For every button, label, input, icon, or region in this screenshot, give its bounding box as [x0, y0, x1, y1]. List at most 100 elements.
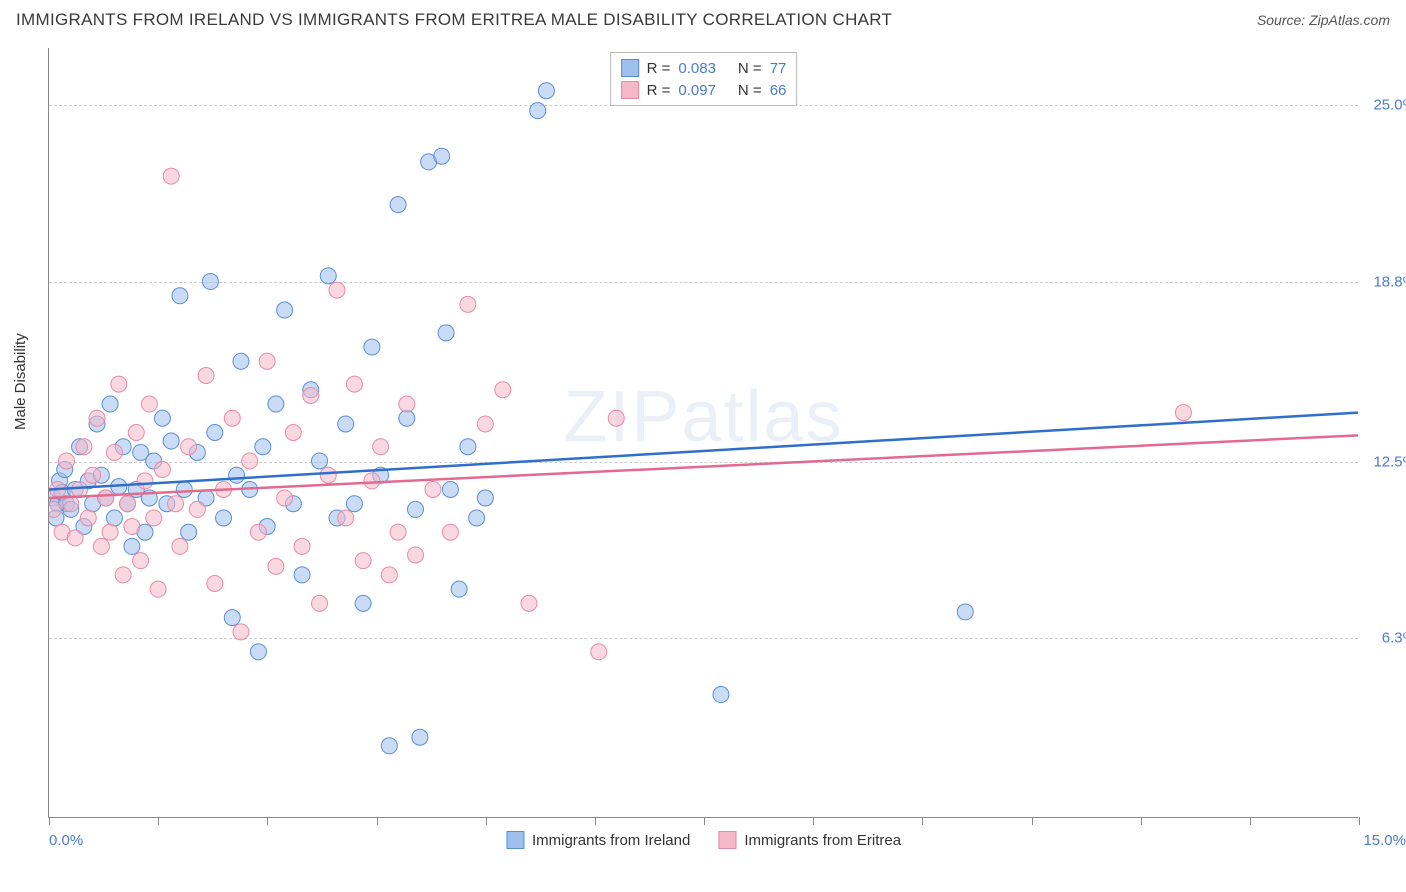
scatter-point [495, 382, 511, 398]
scatter-point [320, 268, 336, 284]
scatter-point [124, 538, 140, 554]
scatter-point [451, 581, 467, 597]
scatter-point [355, 595, 371, 611]
scatter-point [259, 353, 275, 369]
scatter-point [229, 467, 245, 483]
scatter-point [530, 103, 546, 119]
scatter-point [80, 510, 96, 526]
x-tick [267, 817, 268, 825]
scatter-point [346, 496, 362, 512]
scatter-point [106, 444, 122, 460]
scatter-point [98, 490, 114, 506]
scatter-point [224, 610, 240, 626]
x-tick [158, 817, 159, 825]
legend-item: Immigrants from Ireland [506, 831, 690, 849]
r-label: R = [647, 60, 671, 77]
r-label: R = [647, 82, 671, 99]
scatter-point [390, 197, 406, 213]
scatter-point [207, 425, 223, 441]
trend-line [49, 413, 1358, 490]
scatter-point [242, 453, 258, 469]
scatter-point [168, 496, 184, 512]
scatter-point [67, 530, 83, 546]
chart-source: Source: ZipAtlas.com [1257, 12, 1390, 28]
scatter-point [163, 433, 179, 449]
scatter-point [477, 416, 493, 432]
scatter-point [399, 410, 415, 426]
scatter-point [198, 368, 214, 384]
scatter-point [207, 575, 223, 591]
scatter-point [102, 396, 118, 412]
n-label: N = [738, 60, 762, 77]
x-tick [1359, 817, 1360, 825]
scatter-point [312, 453, 328, 469]
scatter-point [294, 538, 310, 554]
scatter-point [591, 644, 607, 660]
scatter-point [303, 387, 319, 403]
chart-title: IMMIGRANTS FROM IRELAND VS IMMIGRANTS FR… [16, 10, 892, 30]
scatter-point [390, 524, 406, 540]
scatter-point [957, 604, 973, 620]
x-tick [595, 817, 596, 825]
n-value: 66 [770, 82, 787, 99]
scatter-point [381, 567, 397, 583]
scatter-point [111, 376, 127, 392]
scatter-point [233, 624, 249, 640]
legend-series: Immigrants from Ireland Immigrants from … [506, 831, 901, 849]
scatter-point [412, 729, 428, 745]
scatter-point [312, 595, 328, 611]
scatter-point [346, 376, 362, 392]
legend-item-label: Immigrants from Eritrea [744, 832, 901, 849]
scatter-point [85, 467, 101, 483]
x-tick [49, 817, 50, 825]
plot-area: ZIPatlas 6.3%12.5%18.8%25.0% 0.0% 15.0% … [48, 48, 1358, 818]
scatter-point [128, 425, 144, 441]
scatter-point [216, 510, 232, 526]
scatter-point [399, 396, 415, 412]
legend-item-label: Immigrants from Ireland [532, 832, 690, 849]
scatter-point [120, 496, 136, 512]
scatter-point [442, 524, 458, 540]
scatter-point [133, 553, 149, 569]
scatter-point [460, 439, 476, 455]
scatter-point [150, 581, 166, 597]
legend-swatch-icon [718, 831, 736, 849]
scatter-point [364, 473, 380, 489]
scatter-point [268, 558, 284, 574]
scatter-point [233, 353, 249, 369]
y-tick-label: 12.5% [1373, 453, 1406, 470]
x-tick [813, 817, 814, 825]
legend-stats-row: R = 0.097 N = 66 [621, 79, 787, 101]
scatter-point [294, 567, 310, 583]
legend-swatch-icon [506, 831, 524, 849]
scatter-point [106, 510, 122, 526]
scatter-point [58, 453, 74, 469]
scatter-point [154, 410, 170, 426]
scatter-point [477, 490, 493, 506]
scatter-point [76, 439, 92, 455]
scatter-point [146, 510, 162, 526]
scatter-point [364, 339, 380, 355]
scatter-point [89, 410, 105, 426]
scatter-point [172, 538, 188, 554]
x-tick [1032, 817, 1033, 825]
scatter-point [521, 595, 537, 611]
scatter-point [49, 501, 61, 517]
x-axis-max-label: 15.0% [1363, 832, 1406, 849]
legend-item: Immigrants from Eritrea [718, 831, 901, 849]
scatter-point [176, 481, 192, 497]
scatter-point [141, 396, 157, 412]
x-axis-min-label: 0.0% [49, 832, 83, 849]
scatter-point [338, 510, 354, 526]
scatter-point [172, 288, 188, 304]
scatter-point [434, 148, 450, 164]
x-tick [486, 817, 487, 825]
scatter-point [408, 501, 424, 517]
legend-stats-row: R = 0.083 N = 77 [621, 57, 787, 79]
scatter-point [115, 567, 131, 583]
scatter-point [224, 410, 240, 426]
scatter-point [250, 524, 266, 540]
scatter-point [277, 302, 293, 318]
legend-swatch-icon [621, 59, 639, 77]
x-tick [377, 817, 378, 825]
